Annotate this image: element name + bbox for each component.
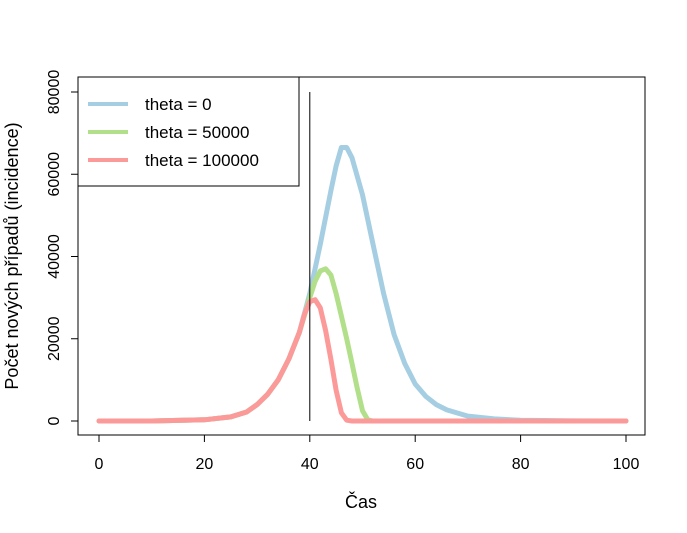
legend-label-theta-0: theta = 0	[145, 95, 212, 114]
series-line-theta-0	[96, 145, 629, 424]
x-tick-label: 0	[95, 456, 104, 473]
y-tick-label: 80000	[46, 70, 63, 115]
x-tick-label: 60	[406, 456, 424, 473]
x-tick-label: 100	[613, 456, 640, 473]
y-axis: 0 20000 40000 60000 80000	[46, 70, 79, 425]
x-axis-label: Čas	[345, 491, 377, 512]
legend: theta = 0 theta = 50000 theta = 100000	[77, 76, 300, 187]
y-axis-label: Počet nových případů (incidence)	[2, 122, 22, 389]
x-tick-label: 80	[512, 456, 530, 473]
series-line-theta-50000	[96, 266, 629, 424]
y-tick-label: 60000	[46, 152, 63, 197]
legend-label-theta-100000: theta = 100000	[145, 151, 259, 170]
y-tick-label: 20000	[46, 316, 63, 361]
legend-label-theta-50000: theta = 50000	[145, 123, 249, 142]
x-axis: 0 20 40 60 80 100	[95, 434, 640, 473]
y-tick-label: 40000	[46, 234, 63, 279]
x-tick-label: 20	[196, 456, 214, 473]
y-tick-label: 0	[46, 416, 63, 425]
series-layer	[96, 145, 629, 424]
x-tick-label: 40	[301, 456, 319, 473]
